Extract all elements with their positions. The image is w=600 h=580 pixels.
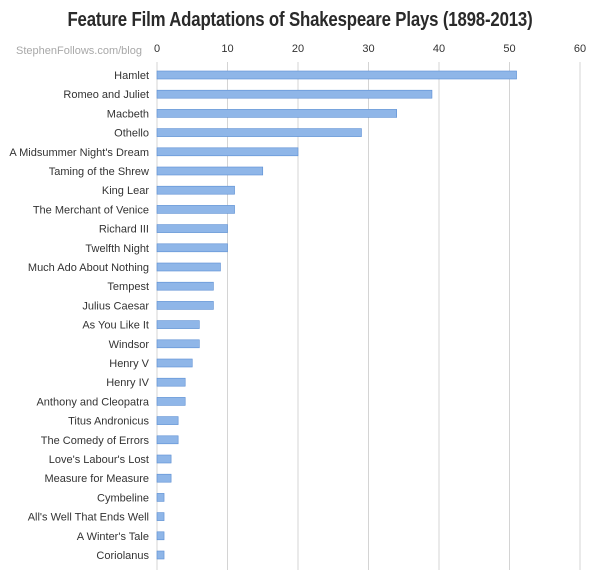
- bar-much-ado-about-nothing: [156, 262, 221, 272]
- category-label: A Winter's Tale: [77, 531, 149, 543]
- bar-cymbeline: [156, 493, 165, 502]
- x-tick-label: 60: [574, 43, 586, 55]
- bar-king-lear: [156, 185, 235, 195]
- category-label: Romeo and Juliet: [63, 89, 149, 101]
- bar-macbeth: [156, 109, 397, 118]
- bar-a-midsummer-night-s-dream: [156, 147, 299, 157]
- category-label: The Comedy of Errors: [41, 435, 150, 447]
- bar-henry-v: [156, 358, 193, 368]
- x-tick-label: 50: [503, 43, 515, 55]
- category-label: Othello: [114, 128, 149, 140]
- x-tick-label: 10: [221, 43, 233, 55]
- x-tick-label: 0: [154, 43, 160, 55]
- category-label: Cymbeline: [97, 492, 149, 504]
- bar-tempest: [156, 281, 214, 291]
- category-label: Hamlet: [114, 70, 149, 82]
- source-label: StephenFollows.com/blog: [16, 45, 142, 57]
- x-axis-ticks: 0 10 20 30 40 50 60: [154, 43, 586, 55]
- category-label: Macbeth: [107, 108, 149, 120]
- category-label: All's Well That Ends Well: [28, 512, 149, 524]
- bar-all-s-well-that-ends-well: [156, 512, 165, 521]
- bar-the-merchant-of-venice: [156, 205, 235, 214]
- category-label: As You Like It: [82, 320, 149, 332]
- category-label: Titus Andronicus: [68, 416, 149, 428]
- category-label: Anthony and Cleopatra: [36, 396, 149, 408]
- bar-a-winter-s-tale: [156, 531, 165, 541]
- bar-titus-andronicus: [156, 416, 179, 425]
- category-label: Coriolanus: [96, 550, 149, 562]
- gridlines: [156, 62, 581, 570]
- bar-as-you-like-it: [156, 320, 200, 329]
- category-label: Taming of the Shrew: [49, 166, 149, 178]
- category-label: Measure for Measure: [44, 473, 149, 485]
- bar-henry-iv: [156, 377, 186, 387]
- category-labels: Hamlet Romeo and Juliet Macbeth Othello A Mi…: [9, 70, 150, 562]
- bar-love-s-labour-s-lost: [156, 454, 172, 464]
- category-label: Julius Caesar: [82, 300, 149, 312]
- chart-title: Feature Film Adaptations of Shakespeare …: [67, 9, 533, 31]
- x-tick-label: 40: [433, 43, 445, 55]
- bar-windsor: [156, 339, 200, 349]
- bars: [156, 70, 517, 560]
- category-label: Windsor: [109, 339, 150, 351]
- category-label: The Merchant of Venice: [33, 204, 149, 216]
- category-label: King Lear: [102, 185, 149, 197]
- category-label: Henry IV: [106, 377, 149, 389]
- category-label: Henry V: [109, 358, 149, 370]
- bar-richard-iii: [156, 224, 228, 233]
- category-label: Tempest: [107, 281, 149, 293]
- bar-measure-for-measure: [156, 473, 172, 483]
- bar-julius-caesar: [156, 301, 214, 310]
- category-label: Love's Labour's Lost: [49, 454, 149, 466]
- bar-hamlet: [156, 70, 517, 80]
- bar-twelfth-night: [156, 243, 228, 253]
- category-label: Richard III: [99, 224, 149, 236]
- bar-anthony-and-cleopatra: [156, 397, 186, 406]
- category-label: A Midsummer Night's Dream: [9, 147, 149, 159]
- bar-taming-of-the-shrew: [156, 166, 264, 176]
- bar-romeo-and-juliet: [156, 89, 433, 99]
- category-label: Much Ado About Nothing: [28, 262, 149, 274]
- category-label: Twelfth Night: [85, 243, 149, 255]
- bar-coriolanus: [156, 550, 165, 560]
- x-tick-label: 30: [362, 43, 374, 55]
- bar-the-comedy-of-errors: [156, 435, 179, 445]
- bar-othello: [156, 128, 362, 137]
- x-tick-label: 20: [292, 43, 304, 55]
